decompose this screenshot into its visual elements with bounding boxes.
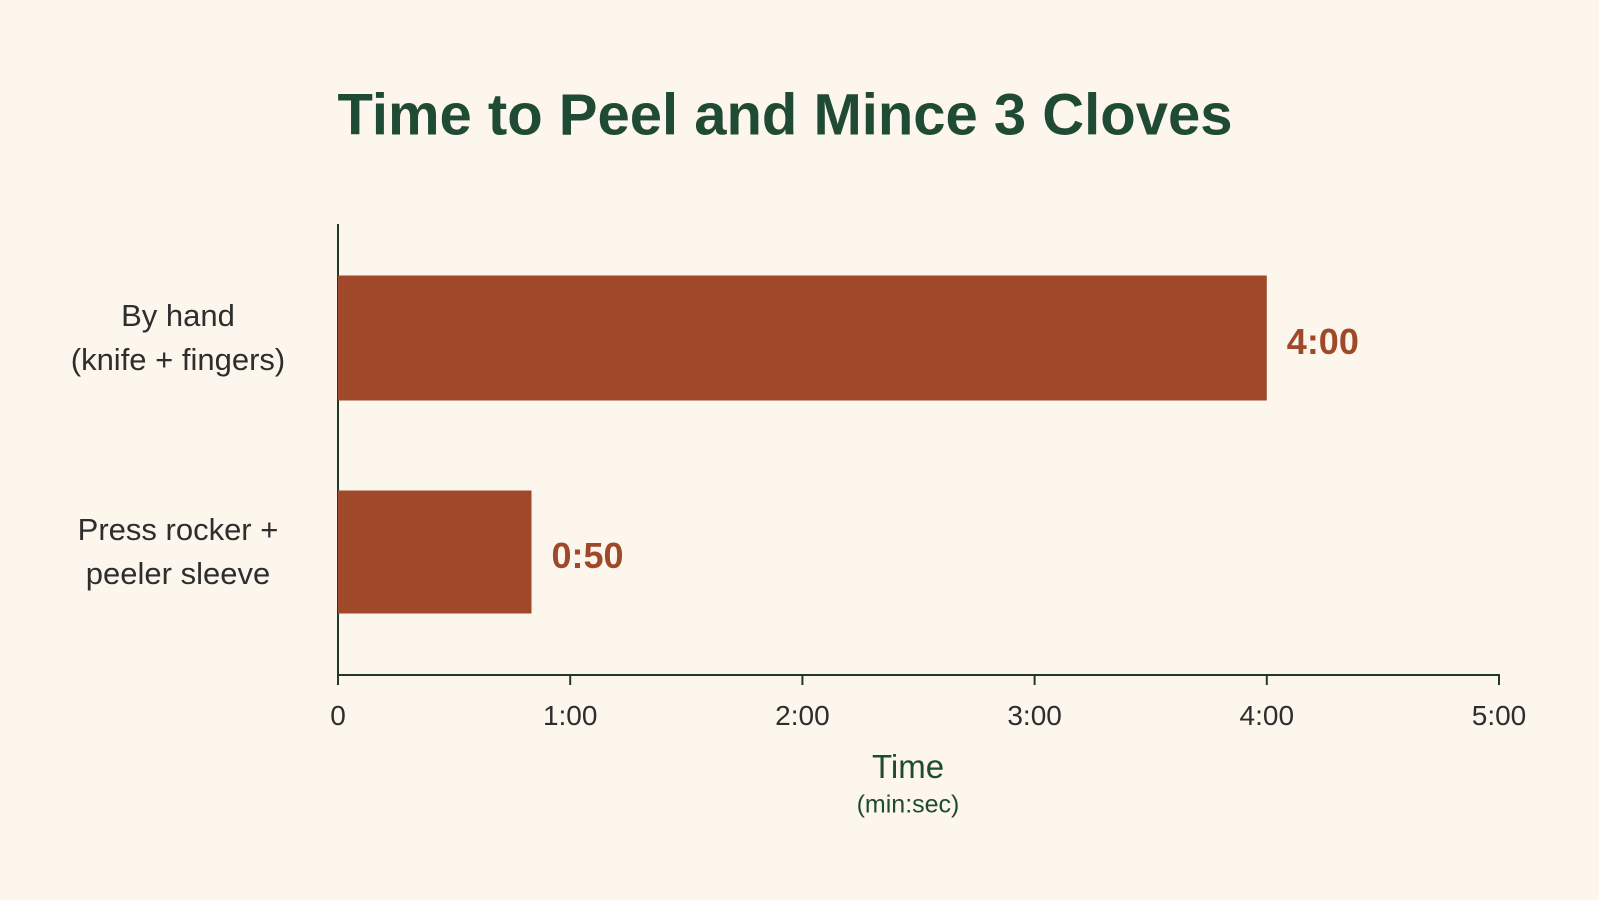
x-tick-label: 5:00 [1471, 700, 1527, 731]
y-tick-label: By hand (knife + fingers) [70, 298, 286, 377]
value-label: 4:00 [1286, 321, 1359, 362]
y-tick-label: Press rocker + peeler sleeve [77, 512, 279, 591]
value-label: 0:50 [551, 535, 624, 576]
x-axis-label: Time [871, 748, 945, 785]
x-axis-sublabel: (min:sec) [856, 790, 960, 819]
x-tick-label: 1:00 [542, 700, 598, 731]
x-tick-label: 0 [330, 700, 346, 731]
chart-title: Time to Peel and Mince 3 Cloves [337, 82, 1233, 148]
x-tick-label: 3:00 [1007, 700, 1062, 731]
bar [338, 490, 532, 614]
x-tick-label: 4:00 [1239, 700, 1295, 731]
x-tick-label: 2:00 [775, 700, 830, 731]
bar [338, 275, 1267, 401]
